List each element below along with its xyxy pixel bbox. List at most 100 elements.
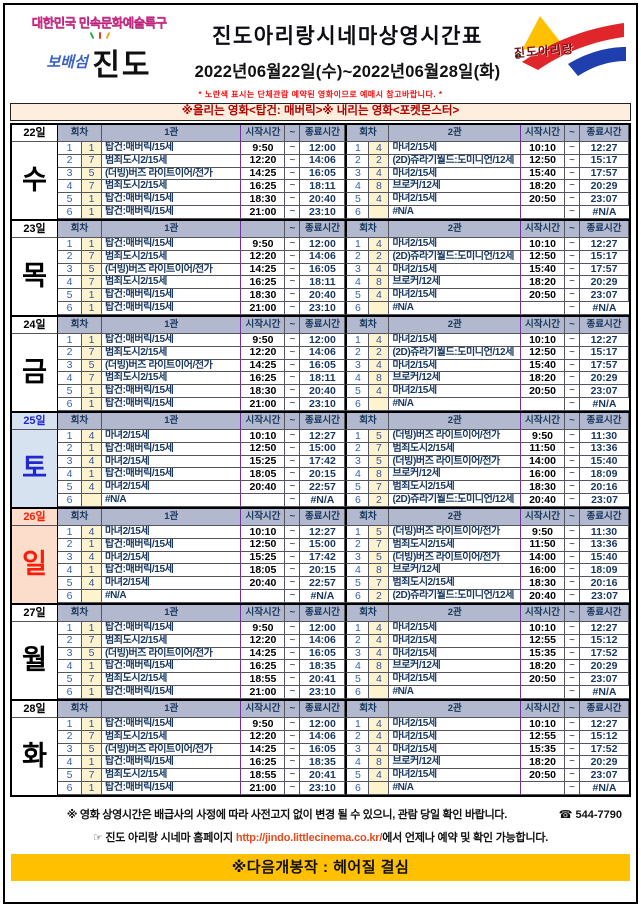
col-header-end-time: 종료시간	[579, 701, 629, 718]
reservation-code: 4	[369, 289, 390, 303]
movie-title: 마녀2/15세	[389, 730, 521, 744]
show-number: 4	[345, 276, 370, 290]
show-number: 1	[345, 622, 370, 635]
next-release-banner: ※다음개봉작 : 헤어질 결심	[11, 854, 630, 881]
show-number: 1	[345, 238, 370, 251]
reservation-code: 4	[369, 359, 390, 373]
movie-title: (더빙)버즈 라이트이어/전가	[102, 359, 242, 373]
tilde-separator: ~	[285, 276, 301, 290]
end-time: 20:41	[299, 769, 346, 783]
movie-title: (더빙)버즈 라이트이어/전가	[102, 263, 242, 277]
start-time: 12:20	[240, 346, 286, 360]
tilde-separator: ~	[285, 743, 301, 757]
tilde-separator: ~	[565, 756, 580, 770]
reservation-code: 4	[369, 718, 390, 731]
start-time: 20:40	[240, 577, 286, 591]
show-number: 2	[345, 154, 370, 168]
tilde-separator: ~	[565, 276, 580, 290]
movie-title: 탑건:매버릭/15세	[102, 334, 242, 347]
end-time: 12:00	[299, 622, 346, 635]
reservation-code: 1	[82, 718, 102, 731]
reservation-code: 5	[82, 743, 102, 757]
start-time: 12:20	[240, 250, 286, 264]
reservation-code: 7	[369, 577, 390, 591]
movie-title: 범죄도시2/15세	[102, 730, 242, 744]
movie-title: 탑건:매버릭/15세	[102, 468, 242, 482]
end-time: 18:35	[299, 660, 346, 674]
movie-title: 마녀2/15세	[389, 142, 521, 155]
show-number: 1	[345, 334, 370, 347]
arirang-logo: 진도아리랑	[510, 12, 628, 84]
reservation-code: 4	[82, 481, 102, 495]
movie-title: 마녀2/15세	[389, 334, 521, 347]
homepage-link[interactable]: http://jindo.littlecinema.co.kr/	[235, 832, 383, 844]
end-time: 15:40	[579, 455, 629, 469]
day-block-22일: 22일 회차 1관 시작시간 ~ 종료시간 회차 2관 시작시간 ~ 종료시간 수 1 1 탑건:매버릭/1…	[10, 123, 631, 221]
col-header-screen2: 2관	[389, 413, 521, 430]
col-header-tilde: ~	[565, 509, 580, 526]
start-time	[240, 494, 286, 507]
col-header-end-time: 종료시간	[299, 509, 346, 526]
show-number: 4	[345, 660, 370, 674]
col-header-round: 회차	[58, 317, 102, 334]
movie-title: 마녀2/15세	[102, 430, 242, 443]
tilde-separator: ~	[285, 494, 301, 507]
movie-title: 마녀2/15세	[389, 289, 521, 303]
show-number: 4	[58, 564, 82, 578]
day-date: 22일	[12, 125, 58, 142]
day-name: 일	[12, 526, 58, 603]
show-number: 6	[345, 206, 370, 219]
reservation-code: 1	[82, 193, 102, 207]
col-header-start-time: 시작시간	[520, 509, 565, 526]
col-header-round: 회차	[58, 509, 102, 526]
start-time	[520, 686, 565, 699]
end-time: 14:06	[299, 154, 346, 168]
show-number: 4	[345, 372, 370, 386]
col-header-tilde: ~	[285, 413, 301, 430]
start-time: 20:50	[520, 193, 565, 207]
start-time: 14:00	[520, 455, 565, 469]
end-time: 22:57	[299, 481, 346, 495]
movie-title: 범죄도시2/15세	[102, 250, 242, 264]
reservation-code: 1	[82, 238, 102, 251]
reservation-code: 5	[82, 359, 102, 373]
end-time: 15:17	[579, 154, 629, 168]
reservation-code: 1	[82, 756, 102, 770]
col-header-end-time: 종료시간	[299, 413, 346, 430]
start-time: 11:50	[520, 538, 565, 552]
reservation-code: 1	[82, 398, 102, 411]
movie-title: 마녀2/15세	[389, 718, 521, 731]
start-time: 12:50	[520, 346, 565, 360]
end-time: 18:35	[299, 756, 346, 770]
movie-title: 마녀2/15세	[389, 673, 521, 687]
tilde-separator: ~	[285, 359, 301, 373]
reservation-code: 5	[369, 430, 390, 443]
col-header-screen1: 1관	[102, 125, 242, 142]
movie-title: (2D)쥬라기월드:도미니언/12세	[389, 346, 521, 360]
tilde-separator: ~	[285, 372, 301, 386]
end-time: 20:40	[299, 193, 346, 207]
col-header-end-time: 종료시간	[299, 125, 346, 142]
reservation-code: 4	[369, 673, 390, 687]
end-time: 17:42	[299, 455, 346, 469]
movie-title: 마녀2/15세	[102, 551, 242, 565]
start-time: 14:25	[240, 263, 286, 277]
show-number: 6	[58, 494, 82, 507]
movie-title: 마녀2/15세	[389, 263, 521, 277]
reservation-code: 2	[369, 346, 390, 360]
show-number: 2	[345, 250, 370, 264]
reservation-code: 8	[369, 180, 390, 194]
end-time: 23:07	[579, 193, 629, 207]
end-time: 23:10	[299, 206, 346, 219]
end-time: 17:57	[579, 167, 629, 181]
end-time: 20:29	[579, 372, 629, 386]
movie-change-banner: ※올리는 영화<탑건: 매버릭>※ 내리는 영화<포켓몬스터>	[10, 103, 631, 121]
start-time: 18:20	[520, 372, 565, 386]
tilde-separator: ~	[565, 455, 580, 469]
end-time: 14:06	[299, 346, 346, 360]
col-header-screen1: 1관	[102, 317, 242, 334]
reservation-code: 1	[82, 468, 102, 482]
footer-notice-row: ※ 영화 상영시간은 배급사의 사정에 따라 사전고지 없이 변경 될 수 있으…	[19, 806, 622, 822]
reservation-code: 5	[82, 263, 102, 277]
bobae-island-label: 보배섬	[46, 54, 88, 71]
